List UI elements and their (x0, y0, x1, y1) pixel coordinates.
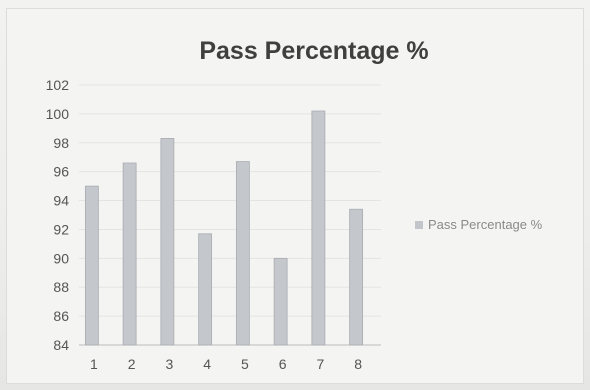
y-tick-label: 102 (46, 77, 70, 93)
y-tick-label: 86 (53, 308, 69, 324)
x-tick-label: 5 (241, 356, 249, 372)
y-axis-tick-labels: 84 86 88 90 92 94 96 98 100 102 (46, 77, 70, 353)
bar (160, 138, 175, 346)
y-tick-label: 100 (46, 106, 70, 122)
x-tick-label: 8 (354, 356, 362, 372)
chart-area: Pass Percentage % 84 86 88 90 92 94 96 98 100 102… (6, 8, 584, 384)
bar (122, 162, 137, 346)
y-tick-label: 90 (53, 250, 69, 266)
y-tick-label: 92 (53, 221, 69, 237)
y-tick-label: 94 (53, 193, 69, 209)
bar-chart-plot: 84 86 88 90 92 94 96 98 100 102 1 2 3 4 5 6 7 8 (46, 77, 381, 372)
y-tick-label: 98 (53, 135, 69, 151)
x-tick-label: 2 (128, 356, 136, 372)
x-tick-label: 3 (165, 356, 173, 372)
bar (349, 208, 364, 346)
bar (311, 110, 326, 346)
y-tick-label: 88 (53, 279, 69, 295)
bar (198, 233, 213, 346)
legend-swatch (415, 220, 423, 229)
bars (84, 110, 364, 346)
x-tick-label: 1 (90, 356, 98, 372)
x-tick-label: 4 (203, 356, 211, 372)
chart-title: Pass Percentage % (199, 37, 429, 65)
x-tick-label: 6 (279, 356, 287, 372)
bar (235, 161, 250, 346)
bar (273, 257, 288, 346)
bar (84, 185, 99, 346)
x-tick-label: 7 (316, 356, 324, 372)
legend-label: Pass Percentage % (428, 217, 543, 232)
y-tick-label: 84 (53, 337, 69, 353)
y-tick-label: 96 (53, 164, 69, 180)
legend: Pass Percentage % (415, 217, 542, 232)
x-axis-tick-labels: 1 2 3 4 5 6 7 8 (90, 356, 362, 372)
